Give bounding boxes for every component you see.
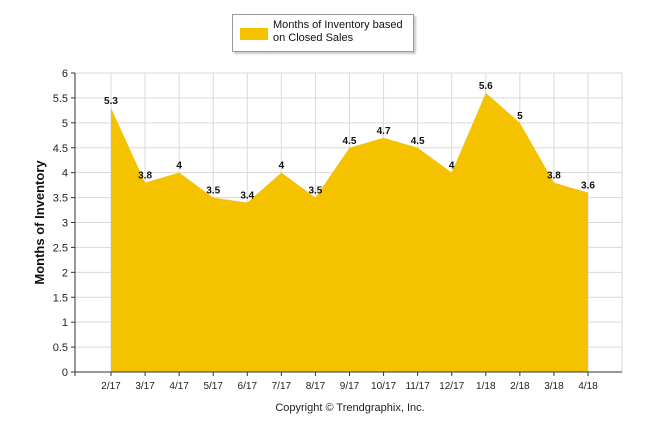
data-label: 3.8 <box>138 171 152 182</box>
x-tick-label: 8/17 <box>306 381 326 392</box>
y-tick-label: 0 <box>62 367 68 379</box>
y-tick-label: 1 <box>62 317 68 329</box>
y-tick-label: 4.5 <box>53 143 68 155</box>
x-tick-label: 2/17 <box>101 381 121 392</box>
data-label: 4.5 <box>411 136 425 147</box>
x-tick-label: 6/17 <box>238 381 258 392</box>
y-axis-title: Months of Inventory <box>32 160 47 285</box>
data-label: 4.7 <box>377 126 391 137</box>
x-tick-label: 10/17 <box>371 381 396 392</box>
x-tick-label: 1/18 <box>476 381 496 392</box>
data-label: 4 <box>449 161 455 172</box>
data-label: 3.4 <box>240 191 254 202</box>
y-tick-label: 5.5 <box>53 93 68 105</box>
x-tick-label: 5/17 <box>203 381 223 392</box>
data-label: 5.6 <box>479 81 493 92</box>
legend: Months of Inventory based on Closed Sale… <box>232 14 414 52</box>
y-tick-label: 1.5 <box>53 292 68 304</box>
copyright-text: Copyright © Trendgraphix, Inc. <box>275 402 425 414</box>
legend-label: Months of Inventory based on Closed Sale… <box>273 19 403 44</box>
data-label: 3.8 <box>547 171 561 182</box>
data-label: 4 <box>176 161 182 172</box>
data-label: 3.6 <box>581 181 595 192</box>
x-tick-label: 3/17 <box>135 381 155 392</box>
x-tick-label: 4/17 <box>169 381 189 392</box>
y-tick-label: 3 <box>62 218 68 230</box>
x-tick-label: 9/17 <box>340 381 360 392</box>
data-label: 5.3 <box>104 96 118 107</box>
y-tick-label: 3.5 <box>53 193 68 205</box>
data-label: 4 <box>279 161 285 172</box>
data-label: 5 <box>517 111 523 122</box>
x-tick-label: 11/17 <box>405 381 430 392</box>
data-label: 3.5 <box>206 186 220 197</box>
area-series <box>111 92 588 372</box>
y-tick-label: 2.5 <box>53 242 68 254</box>
y-tick-label: 2 <box>62 267 68 279</box>
x-tick-label: 2/18 <box>510 381 530 392</box>
x-tick-label: 4/18 <box>578 381 598 392</box>
x-tick-label: 12/17 <box>439 381 464 392</box>
y-tick-label: 4 <box>62 168 68 180</box>
data-label: 3.5 <box>308 186 322 197</box>
x-tick-label: 7/17 <box>272 381 292 392</box>
y-tick-label: 0.5 <box>53 342 68 354</box>
y-tick-label: 5 <box>62 118 68 130</box>
y-tick-label: 6 <box>62 68 68 80</box>
data-label: 4.5 <box>343 136 357 147</box>
x-tick-label: 3/18 <box>544 381 564 392</box>
legend-swatch <box>240 28 268 40</box>
